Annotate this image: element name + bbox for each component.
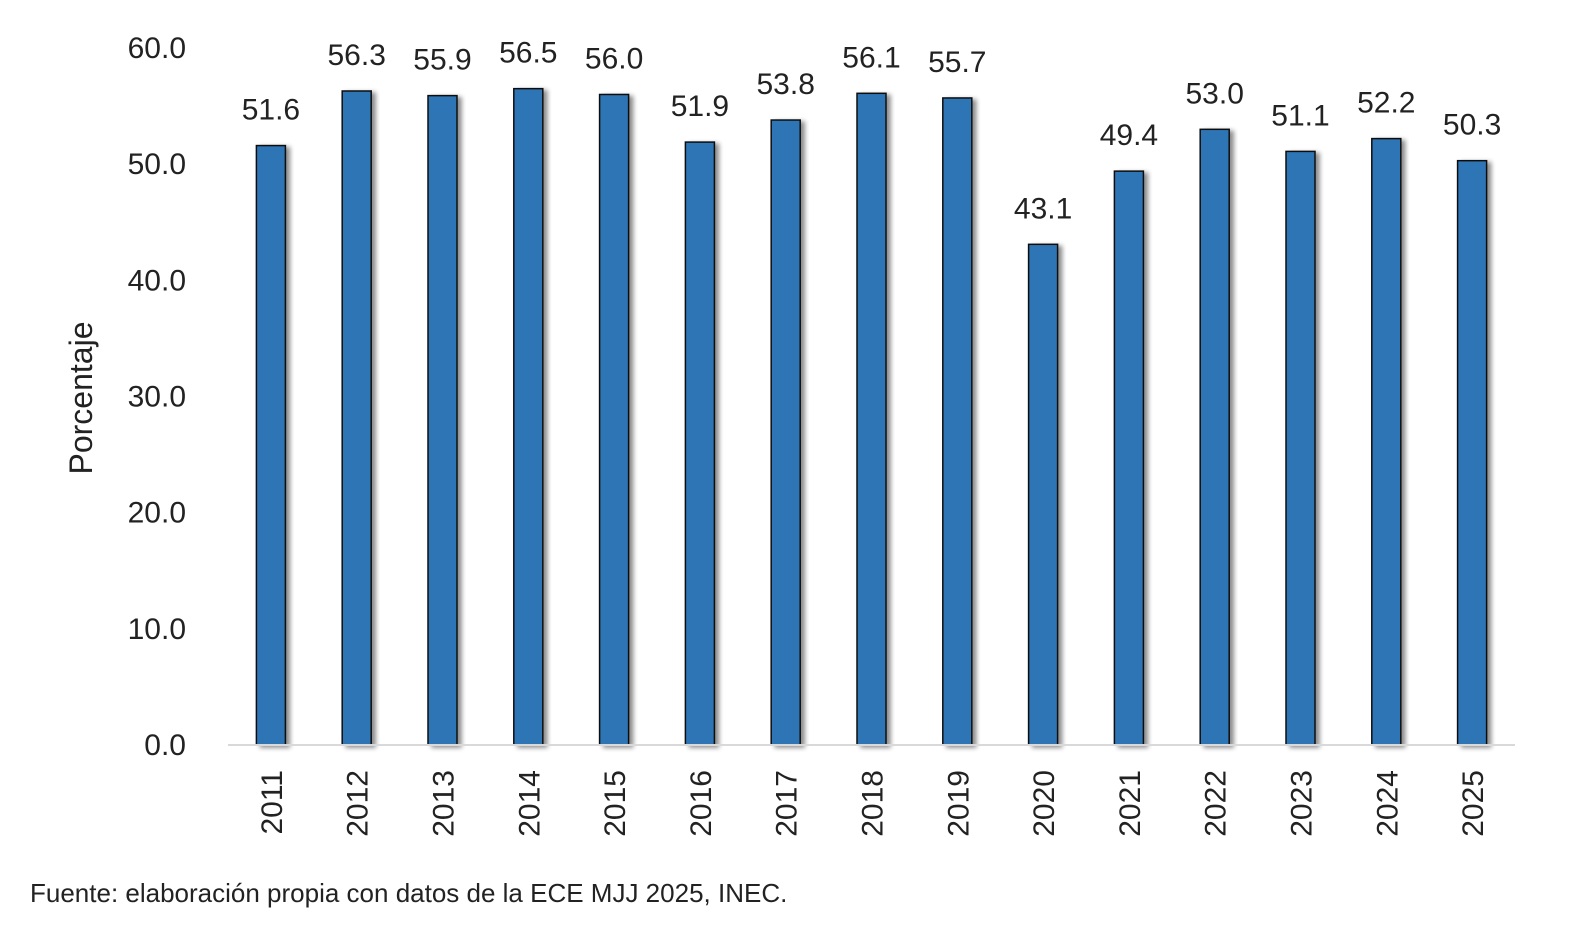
value-label-2016: 51.9 bbox=[671, 90, 729, 123]
bar-2011 bbox=[255, 144, 287, 746]
bar-2020 bbox=[1027, 243, 1059, 746]
bar-2024 bbox=[1371, 137, 1402, 746]
value-label-2021: 49.4 bbox=[1100, 119, 1158, 152]
bar-2025 bbox=[1456, 159, 1488, 746]
x-tick-label-2016: 2016 bbox=[685, 770, 718, 837]
bar-2012 bbox=[341, 90, 372, 746]
y-tick-label: 30.0 bbox=[128, 381, 186, 414]
x-axis-ticks: 2011 2012 2013 2014 2015 2016 2017 2018 2019 2020… bbox=[256, 770, 1490, 837]
bar-2015 bbox=[598, 93, 630, 746]
bar-2013 bbox=[427, 94, 458, 746]
x-tick-label-2017: 2017 bbox=[771, 770, 804, 837]
value-label-2012: 56.3 bbox=[328, 39, 386, 72]
bar-2019 bbox=[942, 97, 973, 746]
bars-group bbox=[255, 87, 1488, 746]
bar-2023 bbox=[1285, 150, 1316, 746]
value-label-2013: 55.9 bbox=[413, 44, 471, 77]
x-tick-label-2023: 2023 bbox=[1286, 770, 1319, 837]
value-label-2023: 51.1 bbox=[1271, 99, 1329, 132]
x-tick-label-2014: 2014 bbox=[513, 770, 546, 837]
value-label-2020: 43.1 bbox=[1014, 192, 1072, 225]
value-label-2014: 56.5 bbox=[499, 37, 557, 70]
bar-2014 bbox=[513, 87, 544, 746]
value-label-2024: 52.2 bbox=[1357, 87, 1415, 120]
x-tick-label-2022: 2022 bbox=[1200, 770, 1233, 837]
x-tick-label-2018: 2018 bbox=[857, 770, 890, 837]
value-label-2022: 53.0 bbox=[1186, 77, 1244, 110]
x-tick-label-2020: 2020 bbox=[1028, 770, 1061, 837]
source-note: Fuente: elaboración propia con datos de … bbox=[30, 878, 788, 908]
bar-2017 bbox=[770, 119, 801, 746]
value-label-2011: 51.6 bbox=[242, 94, 300, 127]
bar-2021 bbox=[1113, 170, 1145, 746]
value-label-2017: 53.8 bbox=[757, 68, 815, 101]
y-tick-label: 10.0 bbox=[128, 613, 186, 646]
x-tick-label-2011: 2011 bbox=[256, 770, 289, 835]
x-tick-label-2015: 2015 bbox=[599, 770, 632, 837]
x-tick-label-2025: 2025 bbox=[1457, 770, 1490, 837]
value-label-2019: 55.7 bbox=[928, 46, 986, 79]
x-tick-label-2013: 2013 bbox=[428, 770, 461, 837]
bar-2016 bbox=[684, 141, 716, 746]
x-tick-label-2024: 2024 bbox=[1371, 770, 1404, 837]
value-label-2018: 56.1 bbox=[842, 41, 900, 74]
y-tick-label: 20.0 bbox=[128, 497, 186, 530]
x-tick-label-2021: 2021 bbox=[1114, 770, 1147, 837]
value-labels-group: 51.6 56.3 55.9 56.5 56.0 51.9 53.8 56.1 55.7 43.1… bbox=[242, 37, 1502, 226]
value-label-2015: 56.0 bbox=[585, 42, 643, 75]
value-label-2025: 50.3 bbox=[1443, 109, 1501, 142]
bar-2022 bbox=[1199, 128, 1230, 746]
y-tick-label: 40.0 bbox=[128, 264, 186, 297]
x-tick-label-2019: 2019 bbox=[942, 770, 975, 837]
y-axis-ticks: 0.0 10.0 20.0 30.0 40.0 50.0 60.0 bbox=[128, 32, 186, 762]
bar-2018 bbox=[856, 92, 887, 746]
y-tick-label: 0.0 bbox=[144, 729, 186, 762]
y-axis-title: Porcentaje bbox=[63, 322, 99, 475]
y-tick-label: 60.0 bbox=[128, 32, 186, 65]
y-tick-label: 50.0 bbox=[128, 148, 186, 181]
x-tick-label-2012: 2012 bbox=[342, 770, 375, 837]
